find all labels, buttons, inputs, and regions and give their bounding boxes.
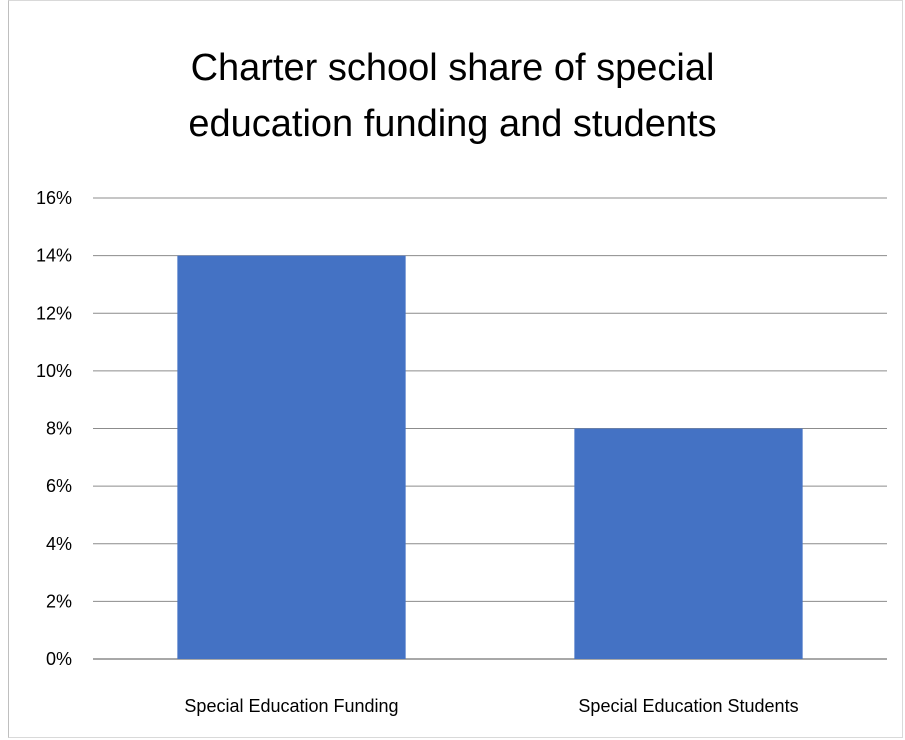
chart-title-line-1: Charter school share of special [190, 47, 715, 89]
y-tick-label: 0% [46, 649, 72, 669]
y-tick-label: 8% [46, 419, 72, 439]
y-axis-ticks: 0% 2% 4% 6% 8% 10% 12% 14% 16% [36, 188, 72, 669]
bars [177, 255, 803, 659]
bar [574, 428, 803, 659]
y-tick-label: 6% [46, 476, 72, 496]
y-tick-label: 10% [36, 361, 72, 381]
y-tick-label: 12% [36, 303, 72, 323]
x-category-label: Special Education Students [578, 696, 798, 716]
chart-title-line-2: education funding and students [188, 103, 717, 145]
y-tick-label: 4% [46, 534, 72, 554]
chart-title: Charter school share of special educatio… [0, 40, 905, 152]
x-category-label: Special Education Funding [184, 696, 398, 716]
x-axis-categories: Special Education Funding Special Educati… [184, 696, 798, 716]
y-tick-label: 2% [46, 591, 72, 611]
bar [177, 255, 406, 659]
y-tick-label: 14% [36, 246, 72, 266]
y-tick-label: 16% [36, 188, 72, 208]
